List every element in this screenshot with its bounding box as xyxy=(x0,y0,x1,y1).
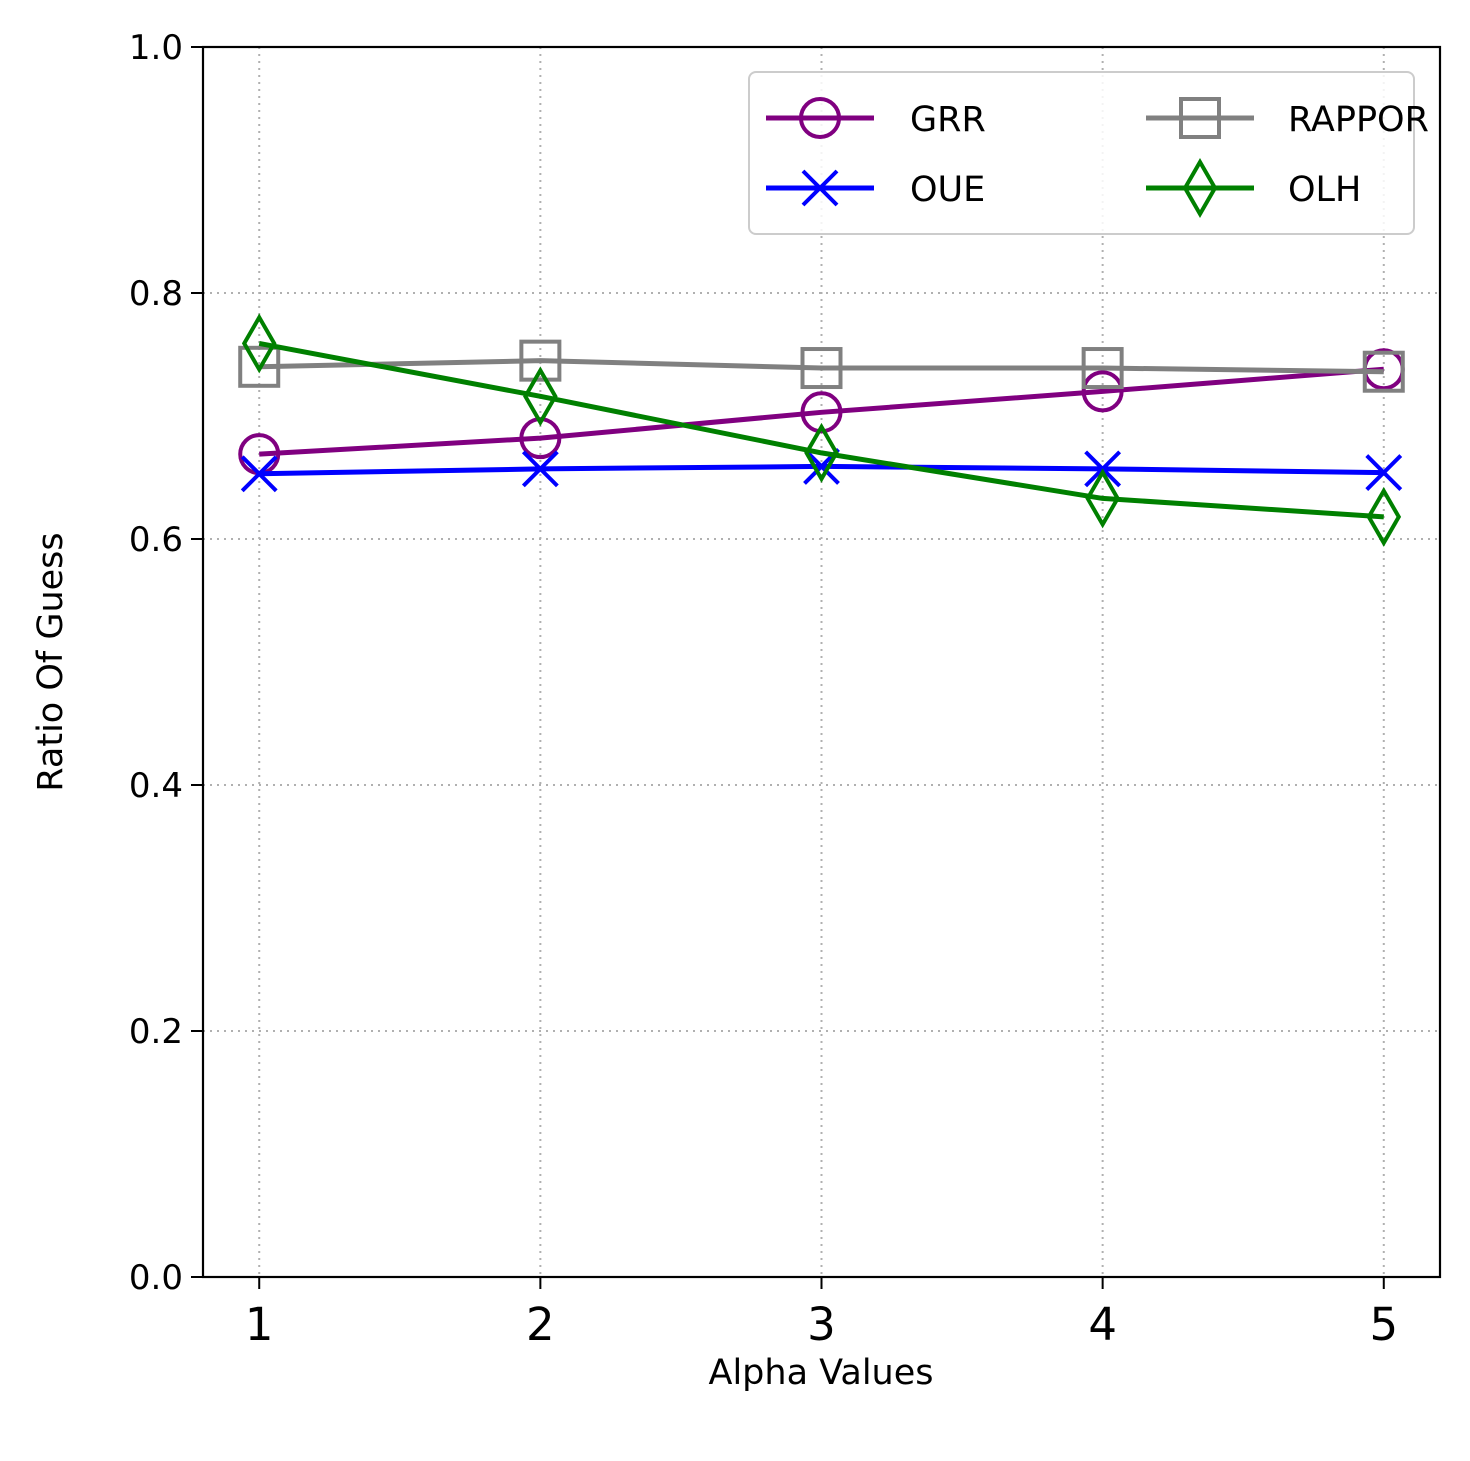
data-point-x xyxy=(1365,454,1403,491)
series-line xyxy=(259,358,1384,375)
x-axis-label: Alpha Values xyxy=(709,1353,934,1393)
y-tick-label: 0.2 xyxy=(129,1012,183,1052)
x-tick-label: 1 xyxy=(245,1298,274,1351)
axis-ticks: 0.0 0.2 0.4 0.6 0.8 1.0 1 2 3 4 5 xyxy=(129,28,1398,1351)
legend-label: GRR xyxy=(910,100,986,140)
data-point-diamond xyxy=(1085,468,1120,529)
data-point-circle xyxy=(800,391,843,434)
legend-item: RAPPOR xyxy=(1146,97,1429,140)
y-tick-label: 0.0 xyxy=(129,1258,183,1298)
legend-box xyxy=(748,71,1415,235)
series-olh xyxy=(241,313,1402,547)
data-point-square xyxy=(800,347,843,390)
legend: GRR RAPPOR OUE OLH xyxy=(748,71,1429,235)
data-point-square xyxy=(238,345,281,388)
data-point-diamond xyxy=(804,422,839,483)
legend-marker xyxy=(801,169,839,207)
y-tick-label: 0.6 xyxy=(129,520,183,560)
legend-label: RAPPOR xyxy=(1288,100,1429,140)
data-point-x xyxy=(521,450,559,488)
y-tick-label: 0.8 xyxy=(129,274,183,314)
legend-item: OLH xyxy=(1146,157,1361,219)
data-point-square xyxy=(1081,347,1124,390)
series-oue xyxy=(240,448,1403,493)
x-tick-label: 4 xyxy=(1088,1298,1117,1351)
data-point-diamond xyxy=(523,366,558,427)
y-axis-label: Ratio Of Guess xyxy=(31,532,71,791)
data-point-square xyxy=(1362,350,1405,393)
x-tick-label: 3 xyxy=(807,1298,836,1351)
data-point-diamond xyxy=(241,313,277,374)
x-tick-label: 2 xyxy=(526,1298,555,1351)
series-rappor xyxy=(238,339,1405,393)
data-point-circle xyxy=(1081,370,1124,413)
legend-label: OUE xyxy=(910,170,985,210)
legend-marker xyxy=(1179,97,1221,139)
series-line xyxy=(259,366,1384,457)
series-line xyxy=(258,340,1384,520)
legend-marker xyxy=(799,97,841,139)
legend-marker xyxy=(1182,157,1218,219)
legend-label: OLH xyxy=(1288,170,1361,210)
y-tick-label: 0.4 xyxy=(129,766,183,806)
x-tick-label: 5 xyxy=(1369,1298,1398,1351)
y-tick-label: 1.0 xyxy=(129,28,183,68)
legend-item: OUE xyxy=(766,169,985,210)
series-lines xyxy=(238,313,1405,547)
legend-item: GRR xyxy=(766,97,986,140)
data-point-x xyxy=(240,455,278,493)
data-point-square xyxy=(519,339,562,382)
data-point-diamond xyxy=(1366,486,1402,547)
